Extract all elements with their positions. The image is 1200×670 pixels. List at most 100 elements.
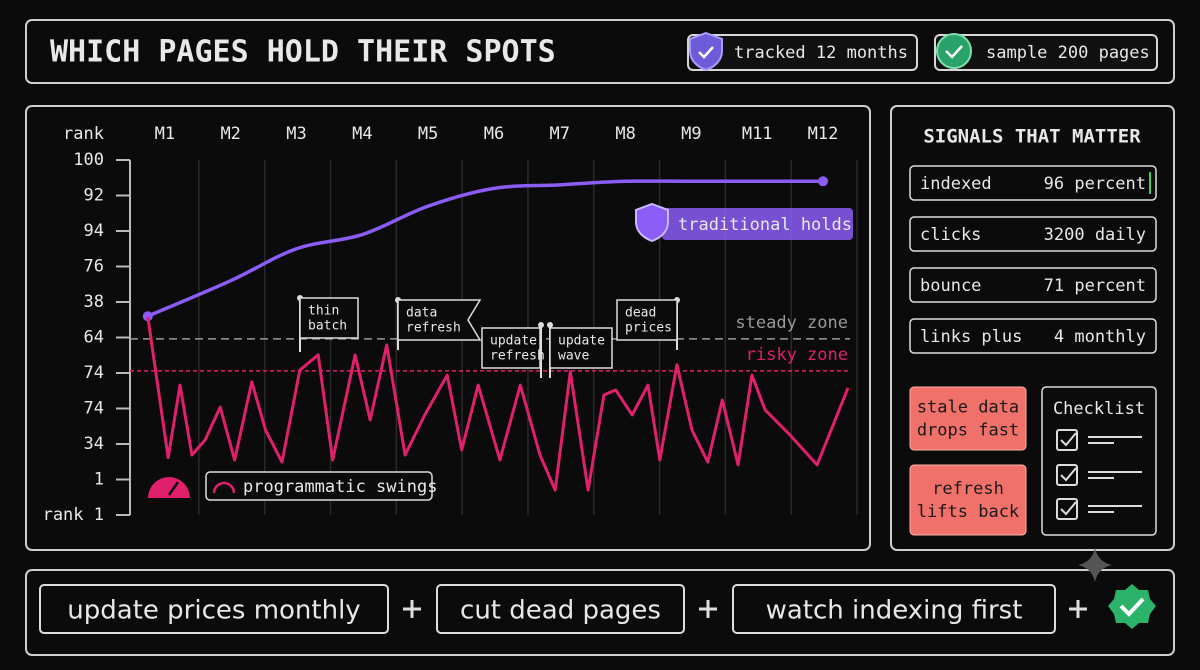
- series-line: [146, 316, 850, 492]
- signals-title: SIGNALS THAT MATTER: [923, 126, 1141, 148]
- annotation-text: update: [490, 334, 537, 349]
- sparkle-icon: [1078, 548, 1112, 582]
- x-tick-label: M9: [681, 124, 701, 144]
- legend-tag: [205, 471, 433, 501]
- legend-text: traditional holds: [678, 215, 852, 235]
- signal-row: [909, 318, 1157, 354]
- y-tick-label: 76: [84, 257, 104, 277]
- reference-label: risky zone: [746, 345, 848, 365]
- signal-value: 3200 daily: [1044, 225, 1146, 245]
- gauge-icon: [212, 481, 236, 494]
- annotation-text: batch: [308, 319, 347, 334]
- signals: indexed 96 percent clicks 3200 daily bounce 7…: [909, 165, 1157, 536]
- warning-text: refresh: [932, 479, 1004, 499]
- annotation-text: update: [558, 334, 605, 349]
- chart: rank M1 M2 M3 M4 M5 M6 M7 M8 M9 M11 M12 100 92 94 76 38 6…: [43, 124, 858, 525]
- flag-knob: [538, 322, 544, 328]
- x-tick-label: M5: [418, 124, 438, 144]
- checklist-title: Checklist: [1053, 399, 1145, 419]
- signals-panel: [890, 105, 1175, 551]
- check-icon: [1060, 501, 1077, 516]
- check-icon: [945, 45, 963, 59]
- x-tick-label: M4: [352, 124, 372, 144]
- y-tick-label: 94: [84, 221, 104, 241]
- warning-text: drops fast: [917, 421, 1019, 441]
- x-tick-label: M11: [742, 124, 773, 144]
- badge: [934, 34, 1158, 71]
- flag-knob: [547, 322, 553, 328]
- action-pill: [732, 584, 1056, 634]
- annotation-text: data: [406, 306, 437, 321]
- checkbox: [1056, 429, 1078, 451]
- start-dot: [142, 311, 153, 322]
- y-axis-label: rank: [63, 124, 104, 144]
- plus-icon: [403, 600, 421, 618]
- annotation-text: prices: [625, 321, 672, 336]
- signal-value: 4 monthly: [1054, 327, 1146, 347]
- annotation-box: [299, 297, 359, 339]
- signal-value: 96 percent: [1044, 174, 1146, 194]
- x-tick-label: M6: [484, 124, 504, 144]
- footer-panel: [25, 569, 1175, 656]
- annotation-text: wave: [558, 349, 589, 364]
- annotation-text: dead: [625, 306, 656, 321]
- action-text: update prices monthly: [67, 596, 360, 626]
- shield-icon: [689, 31, 723, 72]
- signal-value: 71 percent: [1044, 276, 1146, 296]
- checkbox: [1056, 464, 1078, 486]
- annotation-box: [616, 299, 678, 341]
- annotation-box: [481, 327, 541, 369]
- action-pill: [436, 584, 685, 634]
- header-panel: [25, 19, 1175, 84]
- badge: [687, 34, 918, 71]
- signal-row: [909, 216, 1157, 252]
- warning-box: [909, 386, 1027, 451]
- chart-panel: [25, 105, 871, 551]
- warning-box: [909, 464, 1027, 536]
- annotation-box: [549, 327, 613, 369]
- check-icon: [1060, 432, 1077, 447]
- gauge-icon: [148, 477, 190, 498]
- check-icon: [1060, 467, 1077, 482]
- signal-name: clicks: [920, 225, 981, 245]
- check-icon: [1119, 597, 1145, 617]
- annotation-text: refresh: [406, 321, 461, 336]
- action-text: watch indexing first: [766, 596, 1023, 626]
- checkbox: [1056, 498, 1078, 520]
- warning-text: stale data: [917, 398, 1019, 418]
- x-tick-label: M8: [615, 124, 635, 144]
- plus-icon: [699, 600, 717, 618]
- plus-icon: [1069, 600, 1087, 618]
- y-tick-label: rank 1: [43, 505, 104, 525]
- seal-icon: [1108, 584, 1156, 629]
- signal-row: [909, 165, 1157, 201]
- x-tick-label: M7: [550, 124, 570, 144]
- series-line: [147, 179, 824, 318]
- y-tick-label: 74: [84, 399, 104, 419]
- footer: update prices monthly cut dead pages watch…: [39, 584, 1087, 634]
- badge-text: tracked 12 months: [734, 43, 908, 63]
- warning-text: lifts back: [917, 502, 1019, 522]
- annotation-text: refresh: [490, 349, 545, 364]
- y-tick-label: 38: [84, 292, 104, 312]
- action-pill: [39, 584, 389, 634]
- annotation-text: thin: [308, 304, 339, 319]
- title: WHICH PAGES HOLD THEIR SPOTS: [50, 35, 556, 70]
- y-tick-label: 64: [84, 328, 104, 348]
- reference-label: steady zone: [735, 313, 848, 333]
- badge-text: sample 200 pages: [986, 43, 1150, 63]
- check-icon: [698, 46, 714, 59]
- end-dot: [818, 176, 829, 187]
- legend-tag: [662, 208, 853, 240]
- y-tick-label: 34: [84, 434, 104, 454]
- signal-row: [909, 267, 1157, 303]
- signal-name: indexed: [920, 174, 992, 194]
- y-tick-label: 100: [73, 150, 104, 170]
- x-tick-label: M1: [155, 124, 175, 144]
- signal-name: bounce: [920, 276, 981, 296]
- seal-icon: [936, 33, 972, 69]
- legend-text: programmatic swings: [243, 477, 437, 497]
- shield-icon: [635, 202, 669, 243]
